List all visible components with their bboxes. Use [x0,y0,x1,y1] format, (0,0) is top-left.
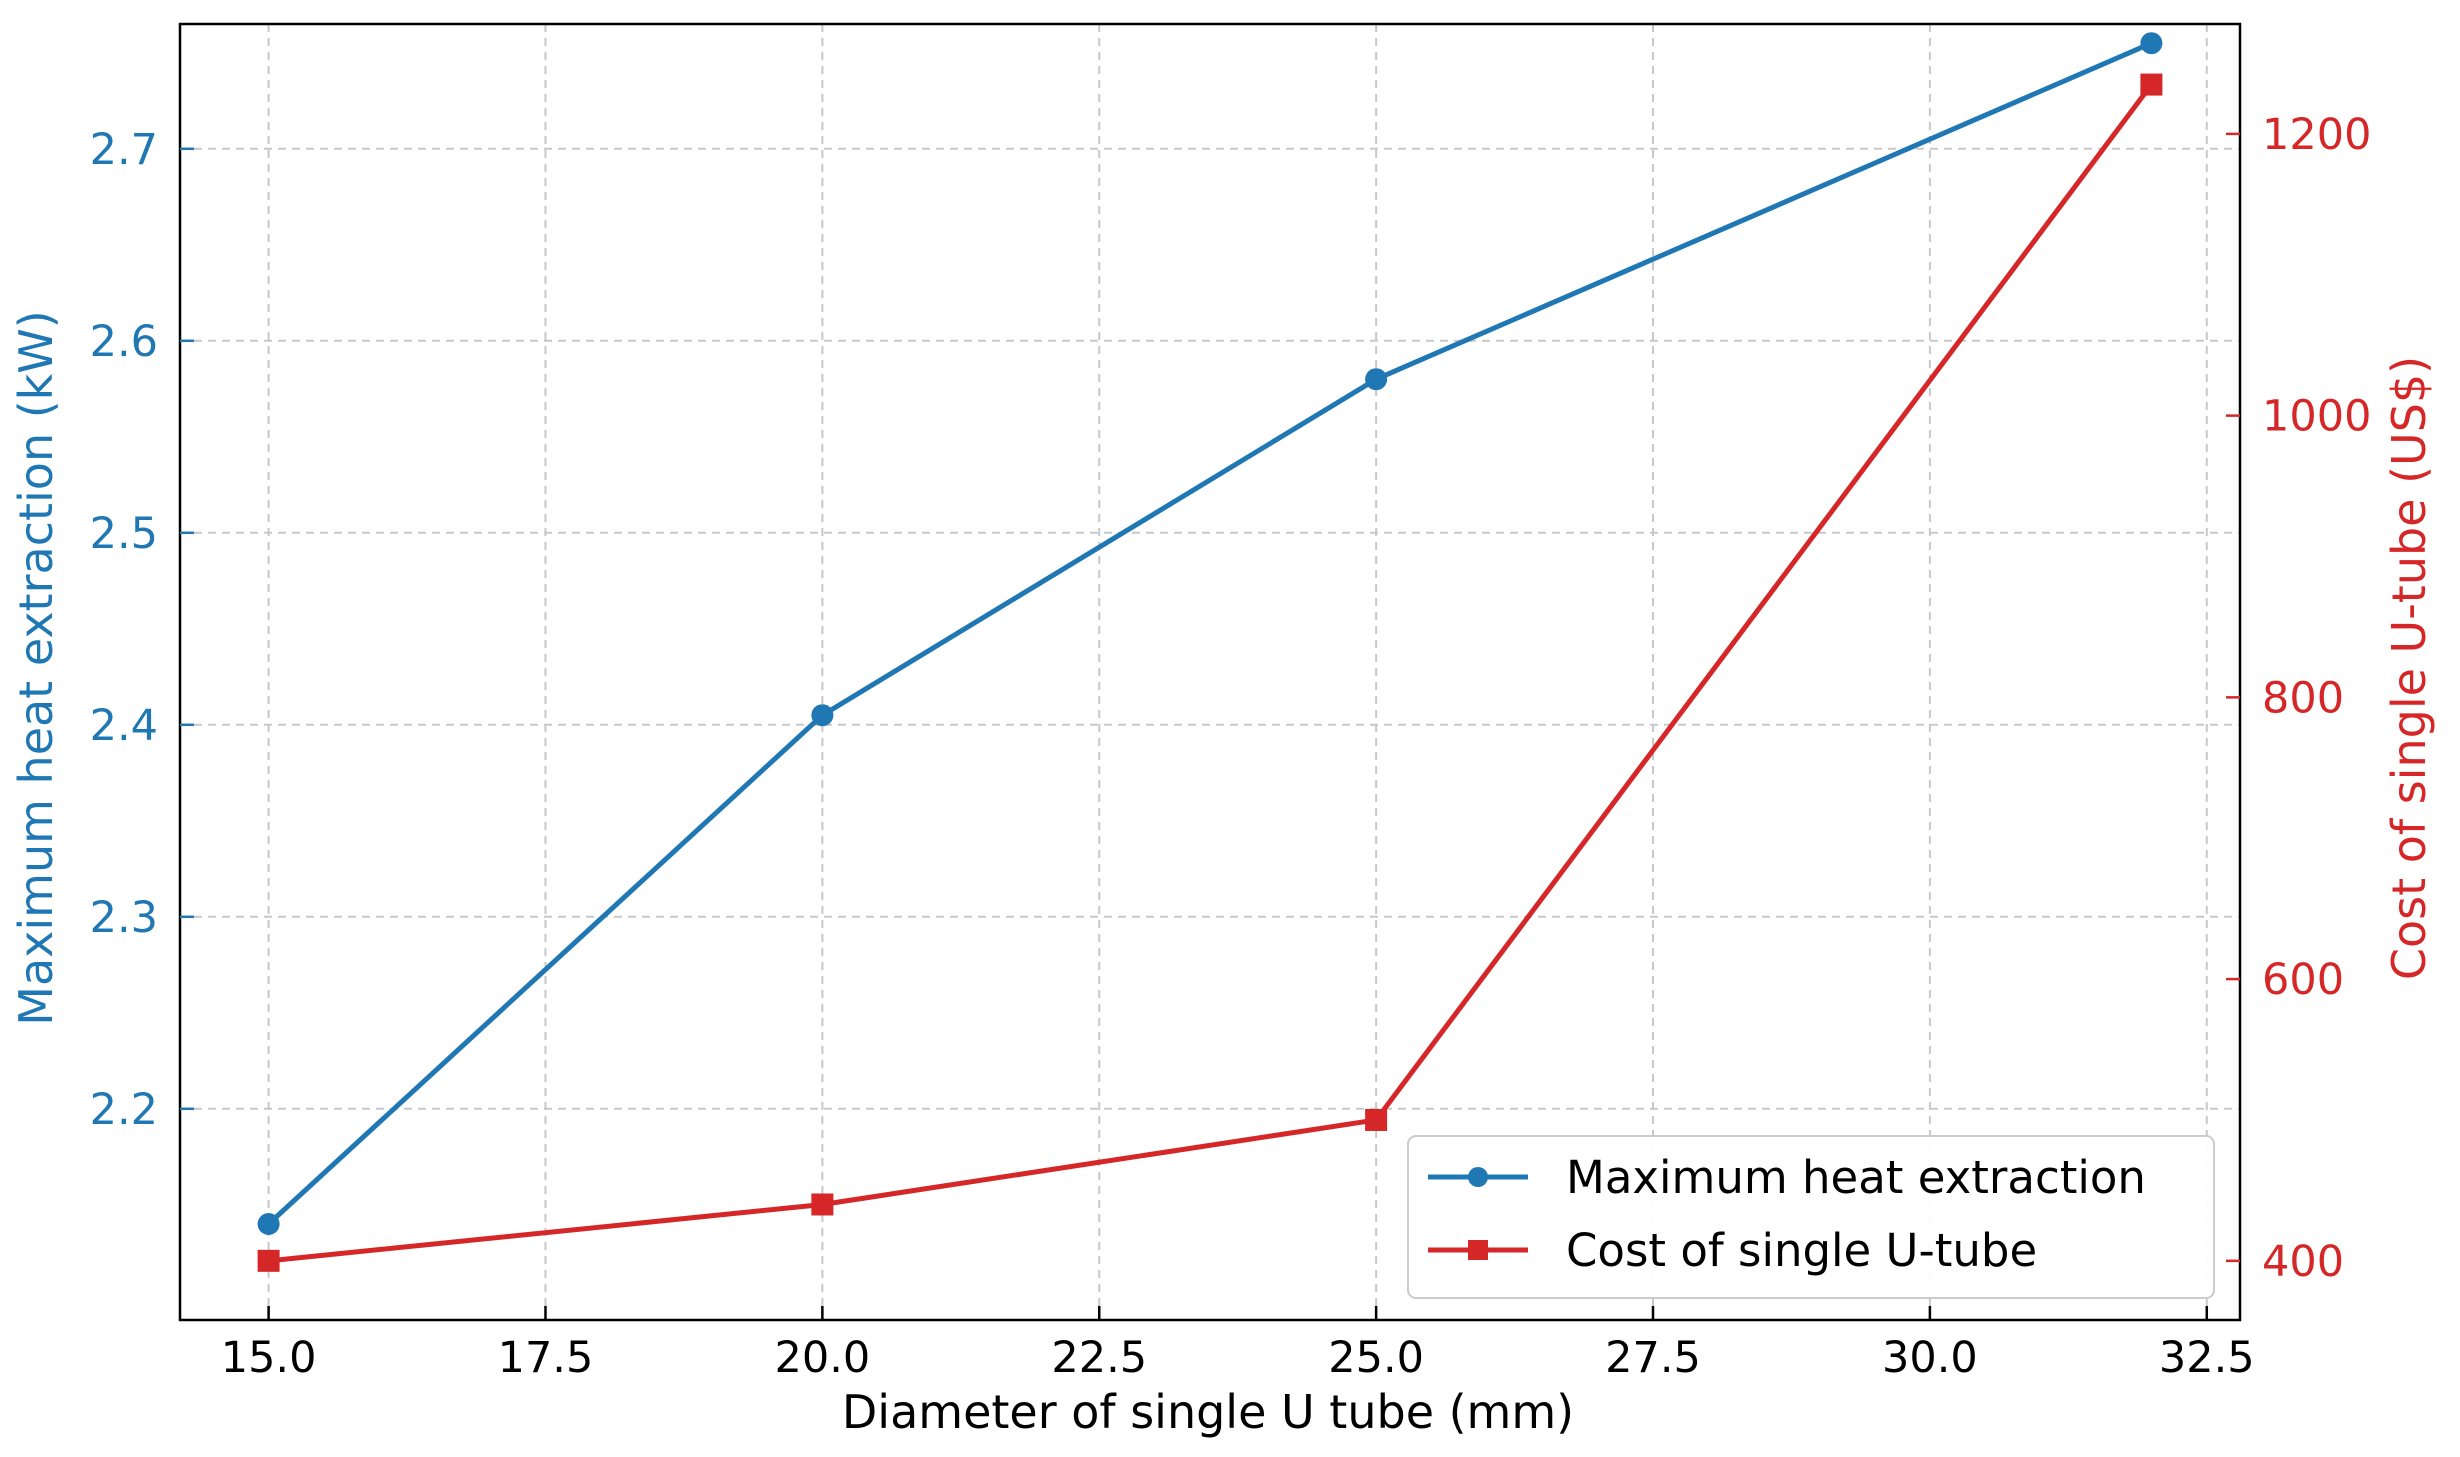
left-y-tick-label: 2.4 [90,701,158,751]
right-y-tick-label: 400 [2262,1237,2344,1287]
x-tick-label: 15.0 [221,1333,317,1383]
u-tube-cost-line [268,83,2154,1264]
heat-extraction-point [1365,368,1388,391]
right-y-tick-label: 1200 [2262,110,2371,160]
u-tube-cost-point [811,1193,834,1216]
legend-label-heat: Maximum heat extraction [1566,1151,2146,1204]
left-y-tick-label: 2.5 [90,509,158,559]
legend-box [1407,1135,2215,1299]
legend-label-cost: Cost of single U-tube [1566,1224,2037,1277]
x-axis-title: Diameter of single U tube (mm) [842,1385,1574,1439]
left-y-tick-label: 2.3 [90,893,158,943]
u-tube-cost-point [257,1249,280,1272]
u-tube-cost-point [1365,1108,1388,1131]
u-tube-cost-point [2140,73,2163,96]
x-tick-label: 32.5 [2159,1333,2255,1383]
plot-frame [178,22,2242,1322]
x-tick-label: 22.5 [1051,1333,1147,1383]
heat-extraction-point [2140,32,2163,55]
right-y-tick-label: 600 [2262,955,2344,1005]
grid-lines [180,24,2240,1320]
right-y-tick-label: 1000 [2262,392,2371,442]
x-tick-label: 25.0 [1328,1333,1424,1383]
legend-marker-heat [1468,1167,1488,1187]
legend: Maximum heat extraction Cost of single U… [1407,1135,2215,1299]
left-y-axis-title: Maximum heat extraction (kW) [9,310,63,1025]
heat-extraction-point [811,704,834,727]
right-y-axis-title: Cost of single U-tube (US$) [2382,356,2436,980]
x-tick-label: 20.0 [774,1333,870,1383]
heat-extraction-line [266,40,2153,1226]
x-tick-label: 17.5 [498,1333,594,1383]
legend-marker-cost [1468,1240,1488,1260]
left-y-tick-label: 2.2 [90,1085,158,1135]
series-layer [257,32,2163,1272]
ticks: 15.0 17.5 20.0 22.5 25.0 27.5 30.0 32.5 2.2 2.3 2.… [90,110,2372,1383]
x-tick-label: 27.5 [1605,1333,1701,1383]
right-y-tick-label: 800 [2262,673,2344,723]
left-y-tick-label: 2.7 [90,125,158,175]
left-y-tick-label: 2.6 [90,317,158,367]
x-tick-label: 30.0 [1882,1333,1978,1383]
heat-extraction-point [257,1213,280,1235]
